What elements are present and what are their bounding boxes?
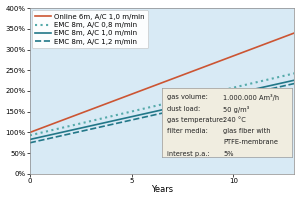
EMC 8m, A/C 0,8 m/min <box>155 104 159 107</box>
EMC 8m, A/C 1,2 m/min <box>171 110 175 112</box>
Online 6m, A/C 1,0 m/min <box>245 50 248 52</box>
EMC 8m, A/C 1,0 m/min <box>171 106 175 109</box>
Online 6m, A/C 1,0 m/min <box>286 34 290 37</box>
EMC 8m, A/C 1,0 m/min <box>154 110 157 113</box>
X-axis label: Years: Years <box>151 185 173 194</box>
EMC 8m, A/C 0,8 m/min <box>292 72 296 75</box>
Legend: Online 6m, A/C 1,0 m/min, EMC 8m, A/C 0,8 m/min, EMC 8m, A/C 1,0 m/min, EMC 8m, : Online 6m, A/C 1,0 m/min, EMC 8m, A/C 0,… <box>32 10 148 48</box>
EMC 8m, A/C 1,2 m/min <box>28 142 31 144</box>
EMC 8m, A/C 1,0 m/min <box>28 138 31 141</box>
EMC 8m, A/C 1,0 m/min <box>185 103 189 105</box>
Online 6m, A/C 1,0 m/min <box>155 83 159 86</box>
EMC 8m, A/C 0,8 m/min <box>154 105 157 107</box>
EMC 8m, A/C 1,2 m/min <box>155 113 159 115</box>
EMC 8m, A/C 0,8 m/min <box>286 74 290 76</box>
Line: EMC 8m, A/C 0,8 m/min: EMC 8m, A/C 0,8 m/min <box>30 73 294 135</box>
Online 6m, A/C 1,0 m/min <box>292 32 296 34</box>
Online 6m, A/C 1,0 m/min <box>154 84 157 86</box>
EMC 8m, A/C 1,2 m/min <box>154 113 157 116</box>
EMC 8m, A/C 1,2 m/min <box>286 84 290 86</box>
EMC 8m, A/C 0,8 m/min <box>245 83 248 86</box>
EMC 8m, A/C 0,8 m/min <box>185 97 189 100</box>
EMC 8m, A/C 1,0 m/min <box>286 80 290 83</box>
EMC 8m, A/C 1,0 m/min <box>245 90 248 92</box>
EMC 8m, A/C 0,8 m/min <box>28 134 31 137</box>
EMC 8m, A/C 1,0 m/min <box>292 79 296 81</box>
EMC 8m, A/C 1,2 m/min <box>245 93 248 95</box>
EMC 8m, A/C 1,0 m/min <box>155 110 159 112</box>
Line: EMC 8m, A/C 1,2 m/min: EMC 8m, A/C 1,2 m/min <box>30 84 294 143</box>
EMC 8m, A/C 1,2 m/min <box>292 82 296 85</box>
Online 6m, A/C 1,0 m/min <box>185 72 189 74</box>
Online 6m, A/C 1,0 m/min <box>171 77 175 80</box>
Online 6m, A/C 1,0 m/min <box>28 131 31 134</box>
Line: Online 6m, A/C 1,0 m/min: Online 6m, A/C 1,0 m/min <box>30 33 294 132</box>
EMC 8m, A/C 1,2 m/min <box>185 106 189 109</box>
Line: EMC 8m, A/C 1,0 m/min: EMC 8m, A/C 1,0 m/min <box>30 80 294 139</box>
EMC 8m, A/C 0,8 m/min <box>171 101 175 103</box>
